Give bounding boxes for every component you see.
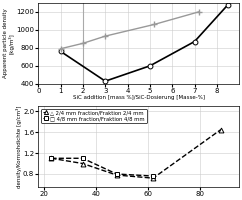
- Y-axis label: density/Kornrohdichte [g/cm³]: density/Kornrohdichte [g/cm³]: [15, 105, 22, 188]
- Y-axis label: Apparent particle density
[kg/m³]: Apparent particle density [kg/m³]: [3, 8, 15, 78]
- Legend: △ 2/4 mm fraction/Fraktion 2/4 mm, □ 4/8 mm fraction/Fraktion 4/8 mm: △ 2/4 mm fraction/Fraktion 2/4 mm, □ 4/8…: [41, 109, 147, 123]
- X-axis label: SiC addition [mass %]/SiC-Dosierung [Masse-%]: SiC addition [mass %]/SiC-Dosierung [Mas…: [73, 95, 205, 100]
